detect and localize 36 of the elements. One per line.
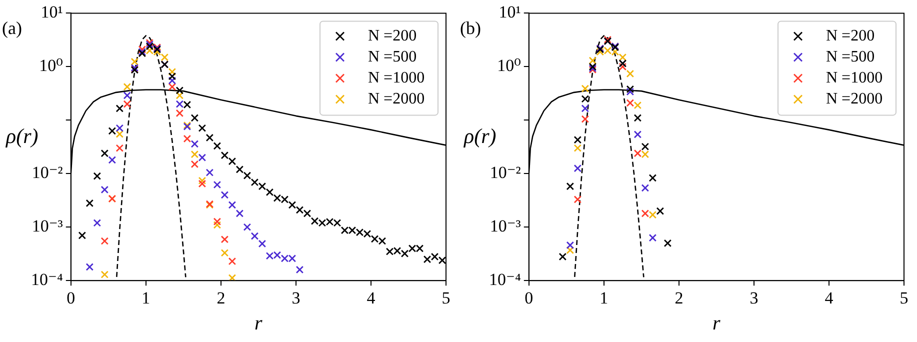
y-axis-title: ρ(r) <box>5 124 38 148</box>
x-tick-label: 0 <box>66 288 76 308</box>
y-tick-label: 10⁻² <box>490 163 521 182</box>
y-tick-label: 10⁻⁴ <box>488 270 521 290</box>
x-tick-label: 1 <box>600 288 608 308</box>
y-tick-label: 10⁰ <box>497 56 522 76</box>
x-tick-label: 2 <box>674 288 684 308</box>
y-tick-label: 10¹ <box>498 2 521 22</box>
legend-label: N =2000 <box>368 90 425 108</box>
legend-label: N =200 <box>368 27 417 44</box>
y-tick-label: 10⁻² <box>32 163 63 182</box>
y-tick-label: 10⁻³ <box>32 216 63 236</box>
y-tick-label: 10⁻³ <box>490 216 521 236</box>
x-axis-title: r <box>254 312 263 334</box>
x-tick-label: 3 <box>750 288 758 308</box>
x-tick-label: 2 <box>216 288 226 308</box>
legend-label: N =1000 <box>826 69 883 86</box>
y-axis-title: ρ(r) <box>463 124 496 148</box>
x-tick-label: 3 <box>292 288 300 308</box>
legend-label: N =200 <box>826 27 875 44</box>
legend-label: N =500 <box>368 48 417 66</box>
x-tick-label: 4 <box>366 288 376 308</box>
y-tick-label: 10⁻⁴ <box>30 270 63 290</box>
text: (a) <box>2 18 22 38</box>
x-tick-label: 5 <box>442 288 450 308</box>
x-tick-label: 0 <box>524 288 534 308</box>
x-axis-title: r <box>712 312 721 334</box>
legend-label: N =500 <box>826 48 875 66</box>
y-tick-label: 10¹ <box>40 2 63 22</box>
x-tick-label: 1 <box>142 288 150 308</box>
x-tick-label: 4 <box>824 288 834 308</box>
legend-label: N =2000 <box>826 90 883 108</box>
text: (b) <box>460 18 481 38</box>
x-tick-label: 5 <box>900 288 908 308</box>
legend-label: N =1000 <box>368 69 425 86</box>
y-tick-label: 10⁰ <box>39 56 64 76</box>
